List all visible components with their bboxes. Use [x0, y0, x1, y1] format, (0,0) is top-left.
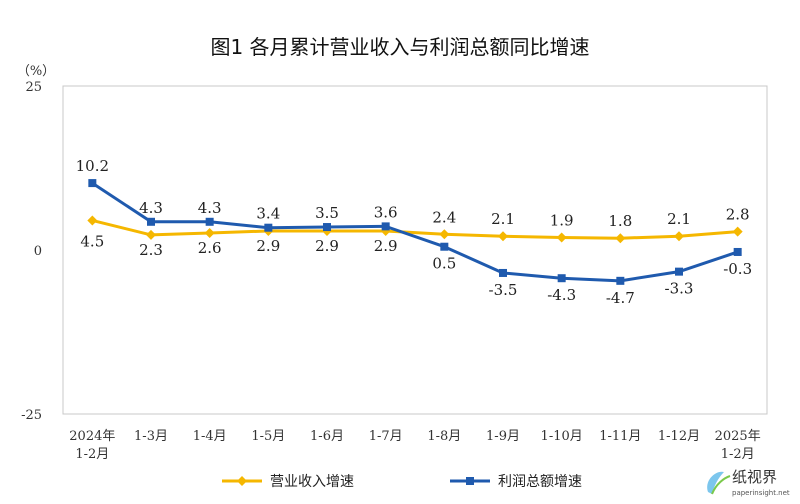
watermark-url: paperinsight.net — [732, 489, 790, 497]
y-tick-label: -25 — [21, 408, 42, 423]
legend-item-revenue: 营业收入增速 — [222, 470, 354, 492]
watermark-logo: 纸视界 paperinsight.net — [707, 468, 790, 497]
profit-point — [88, 179, 97, 188]
series-line-revenue — [91, 219, 738, 240]
series-line-profit — [91, 181, 739, 283]
revenue-data-label: 2.3 — [139, 241, 163, 259]
x-tick-label: 2025年 — [715, 429, 761, 444]
revenue-data-label: 2.9 — [256, 237, 280, 255]
x-tick-label: 1-5月 — [251, 429, 285, 444]
profit-data-label: 4.3 — [198, 199, 222, 217]
revenue-point — [674, 231, 684, 242]
profit-point — [264, 223, 273, 232]
x-tick-label: 1-12月 — [658, 429, 700, 444]
x-tick-label: 1-7月 — [369, 429, 403, 444]
x-tick-label: 1-8月 — [427, 429, 461, 444]
revenue-point — [439, 229, 450, 240]
revenue-point — [732, 226, 743, 237]
revenue-data-label: 2.8 — [726, 206, 750, 224]
legend-item-profit: 利润总额增速 — [450, 470, 582, 492]
legend-swatch-profit — [450, 477, 490, 485]
profit-point — [205, 217, 214, 226]
revenue-data-label: 2.4 — [432, 208, 456, 226]
revenue-data-label: 1.9 — [550, 212, 574, 230]
revenue-data-label: 2.9 — [374, 237, 398, 255]
profit-data-label: -0.3 — [723, 260, 752, 278]
revenue-data-label: 4.5 — [80, 232, 104, 250]
profit-point — [616, 276, 625, 285]
x-tick-label: 1-6月 — [310, 429, 344, 444]
revenue-data-label: 2.1 — [491, 210, 515, 228]
profit-point — [147, 217, 155, 226]
y-unit-label: （%） — [17, 64, 55, 79]
revenue-data-label: 2.1 — [667, 210, 691, 228]
x-tick-label: 1-3月 — [134, 429, 168, 444]
revenue-point — [498, 231, 508, 242]
y-tick-label: 0 — [34, 244, 42, 259]
profit-data-label: 3.5 — [315, 204, 339, 222]
profit-data-label: 0.5 — [432, 255, 456, 273]
profit-point — [323, 223, 331, 232]
profit-data-label: 4.3 — [139, 199, 163, 217]
x-tick-label: 1-10月 — [541, 429, 583, 444]
x-tick-label: 2024年 — [69, 429, 115, 444]
plot-frame — [62, 85, 768, 415]
revenue-data-label: 1.8 — [608, 212, 632, 230]
profit-data-label: 10.2 — [76, 157, 109, 175]
profit-point — [381, 222, 390, 231]
revenue-point — [615, 233, 626, 244]
profit-data-label: -4.7 — [606, 289, 635, 307]
profit-point — [440, 242, 449, 251]
legend-swatch-revenue — [222, 476, 262, 486]
legend-label-revenue: 营业收入增速 — [270, 474, 354, 490]
profit-data-label: -4.3 — [547, 286, 576, 304]
profit-point — [557, 274, 566, 283]
y-tick-label: 25 — [25, 80, 42, 95]
x-tick-label: 1-2月 — [75, 447, 109, 462]
revenue-point — [556, 232, 567, 243]
revenue-data-label: 2.6 — [198, 239, 222, 257]
revenue-point — [146, 229, 156, 240]
x-tick-label: 1-4月 — [193, 429, 227, 444]
revenue-point — [204, 227, 215, 238]
profit-data-label: 3.4 — [256, 205, 280, 223]
profit-data-label: 3.6 — [374, 203, 398, 221]
x-tick-label: 1-11月 — [599, 429, 641, 444]
profit-point — [499, 268, 507, 277]
x-tick-label: 1-2月 — [721, 447, 755, 462]
revenue-data-label: 2.9 — [315, 237, 339, 255]
profit-data-label: -3.3 — [665, 280, 694, 298]
profit-point — [675, 267, 683, 276]
revenue-point — [87, 215, 98, 226]
profit-data-label: -3.5 — [489, 281, 518, 299]
chart-title: 图1 各月累计营业收入与利润总额同比增速 — [210, 35, 590, 59]
profit-point — [733, 247, 742, 256]
legend-label-profit: 利润总额增速 — [498, 474, 582, 490]
watermark-logo-text: 纸视界 — [732, 468, 777, 486]
x-tick-label: 1-9月 — [486, 429, 520, 444]
